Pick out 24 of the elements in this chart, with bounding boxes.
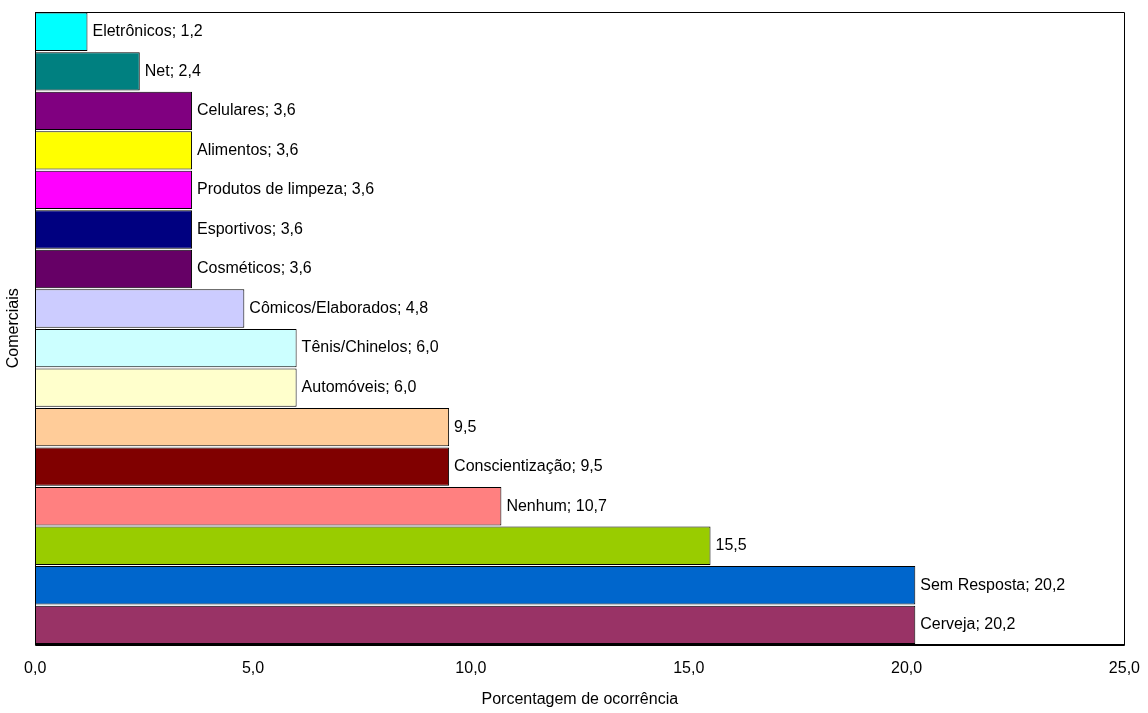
data-label: 9,5 (454, 417, 477, 435)
data-label: Conscientização; 9,5 (454, 457, 603, 475)
x-tick-label: 5,0 (241, 658, 265, 676)
y-axis-title: Comerciais (4, 288, 22, 369)
data-label: Automóveis; 6,0 (301, 378, 417, 396)
x-tick-label: 0,0 (24, 658, 47, 676)
data-label: Esportivos; 3,6 (197, 219, 303, 237)
data-label: Produtos de limpeza; 3,6 (197, 180, 375, 198)
data-label: Cosméticos; 3,6 (197, 259, 312, 277)
data-label: Eletrônicos; 1,2 (92, 22, 203, 40)
data-label: Nenhum; 10,7 (506, 496, 607, 514)
x-tick-label: 20,0 (891, 658, 923, 676)
data-label: Sem Resposta; 20,2 (920, 575, 1066, 593)
x-tick-label: 15,0 (673, 658, 705, 676)
data-label: Tênis/Chinelos; 6,0 (301, 338, 439, 356)
data-label: Celulares; 3,6 (197, 101, 296, 119)
data-label: Alimentos; 3,6 (197, 140, 299, 158)
x-axis-title: Porcentagem de ocorrência (481, 689, 679, 707)
data-label: Net; 2,4 (144, 61, 201, 79)
x-tick-label: 10,0 (455, 658, 487, 676)
x-tick-label: 25,0 (1108, 658, 1141, 676)
data-label: 15,5 (715, 536, 747, 554)
data-label: Cerveja; 20,2 (920, 615, 1016, 633)
data-label: Cômicos/Elaborados; 4,8 (249, 298, 429, 316)
